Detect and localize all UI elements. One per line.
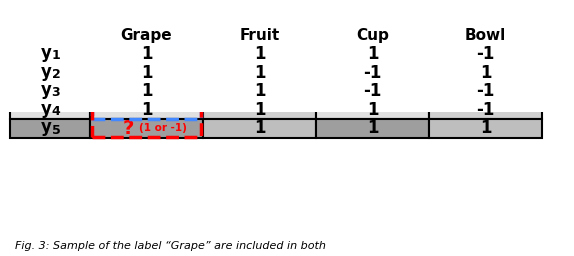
Text: 1: 1 bbox=[367, 45, 378, 63]
Text: y: y bbox=[41, 44, 52, 62]
Text: 1: 1 bbox=[141, 101, 152, 119]
Text: 1: 1 bbox=[367, 120, 378, 137]
Text: -1: -1 bbox=[476, 45, 495, 63]
Bar bbox=[316, 26, 429, 45]
Text: -1: -1 bbox=[476, 101, 495, 119]
Text: 1: 1 bbox=[254, 120, 265, 137]
Text: 1: 1 bbox=[254, 64, 265, 82]
Bar bbox=[203, 101, 316, 119]
Text: 1: 1 bbox=[480, 64, 491, 82]
Bar bbox=[316, 63, 429, 82]
Bar bbox=[10, 82, 90, 101]
Bar bbox=[92, 45, 201, 119]
Bar bbox=[10, 45, 90, 63]
Text: 1: 1 bbox=[141, 64, 152, 82]
Text: 1: 1 bbox=[52, 49, 60, 62]
Text: y: y bbox=[41, 100, 52, 118]
Text: 1: 1 bbox=[480, 120, 491, 137]
Bar bbox=[429, 63, 542, 82]
Bar bbox=[316, 45, 429, 63]
Text: y: y bbox=[41, 81, 52, 99]
Bar bbox=[429, 45, 542, 63]
Bar bbox=[203, 119, 316, 138]
Text: 1: 1 bbox=[141, 82, 152, 100]
Text: 1: 1 bbox=[254, 82, 265, 100]
Text: 1: 1 bbox=[254, 45, 265, 63]
Bar bbox=[429, 119, 542, 138]
Bar bbox=[10, 101, 90, 119]
Bar bbox=[90, 119, 203, 138]
Text: (1 or -1): (1 or -1) bbox=[138, 123, 187, 133]
Bar bbox=[203, 63, 316, 82]
Text: 1: 1 bbox=[141, 45, 152, 63]
Bar bbox=[10, 26, 90, 45]
Bar bbox=[316, 119, 429, 138]
Bar bbox=[203, 45, 316, 63]
Bar bbox=[10, 119, 90, 138]
Text: Grape: Grape bbox=[121, 28, 172, 43]
Bar bbox=[429, 101, 542, 119]
Text: 5: 5 bbox=[52, 124, 60, 137]
Text: -1: -1 bbox=[476, 82, 495, 100]
Bar bbox=[429, 82, 542, 101]
Bar bbox=[10, 63, 90, 82]
Text: y: y bbox=[41, 118, 52, 136]
Text: -1: -1 bbox=[363, 64, 382, 82]
Text: 1: 1 bbox=[254, 101, 265, 119]
Text: 3: 3 bbox=[52, 87, 60, 100]
Bar bbox=[92, 47, 201, 137]
Text: y: y bbox=[41, 62, 52, 81]
Bar bbox=[203, 26, 316, 45]
Text: Fruit: Fruit bbox=[239, 28, 280, 43]
Bar bbox=[90, 82, 203, 101]
Bar bbox=[90, 26, 203, 45]
Bar bbox=[203, 82, 316, 101]
Bar bbox=[316, 101, 429, 119]
Text: Cup: Cup bbox=[356, 28, 389, 43]
Bar bbox=[316, 82, 429, 101]
Text: -1: -1 bbox=[363, 82, 382, 100]
Text: 2: 2 bbox=[52, 68, 60, 81]
Text: Fig. 3: Sample of the label “Grape” are included in both: Fig. 3: Sample of the label “Grape” are … bbox=[15, 241, 326, 251]
Text: 4: 4 bbox=[52, 105, 60, 118]
Text: 1: 1 bbox=[367, 101, 378, 119]
Bar bbox=[90, 45, 203, 63]
Bar bbox=[429, 26, 542, 45]
Bar bbox=[90, 63, 203, 82]
Text: Bowl: Bowl bbox=[465, 28, 506, 43]
Bar bbox=[90, 101, 203, 119]
Text: ?: ? bbox=[123, 119, 134, 138]
